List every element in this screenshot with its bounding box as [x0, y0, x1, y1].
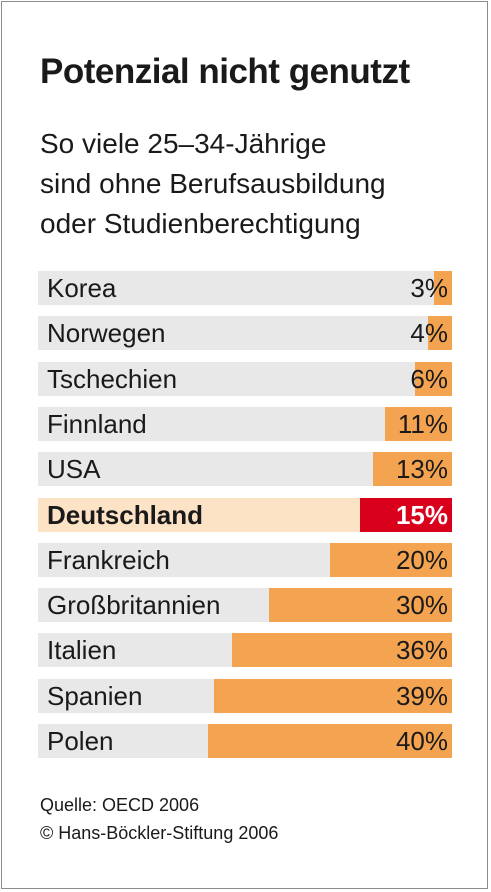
subtitle-line-1: So viele 25–34-Jährige — [40, 128, 327, 159]
copyright-note: © Hans-Böckler-Stiftung 2006 — [40, 823, 279, 843]
category-label: Norwegen — [47, 318, 166, 348]
subtitle-line-2: sind ohne Berufsausbildung — [40, 168, 386, 199]
bar-row-korea: Korea 3% — [38, 271, 452, 305]
chart-title: Potenzial nicht genutzt — [40, 52, 410, 91]
category-label: Polen — [47, 726, 114, 756]
value-label: 15% — [395, 500, 448, 530]
bar-finnland — [385, 407, 452, 441]
bar-tschechien — [415, 362, 452, 396]
subtitle-line-3: oder Studienberechtigung — [40, 208, 361, 239]
category-label: Italien — [47, 635, 117, 665]
value-label: 40% — [395, 726, 448, 756]
value-label: 20% — [395, 545, 448, 575]
value-label: 36% — [395, 635, 448, 665]
bar-frankreich — [330, 543, 452, 577]
bar-usa — [373, 452, 452, 486]
bar-spanien — [214, 679, 452, 713]
value-label: 39% — [395, 681, 448, 711]
category-label: Tschechien — [47, 364, 178, 394]
category-label: Spanien — [47, 681, 143, 711]
category-label: Finnland — [47, 409, 147, 439]
category-label: USA — [47, 454, 101, 484]
bar-row-deutschland: Deutschland 15% — [38, 498, 452, 532]
bar-row-frankreich: Frankreich 20% — [38, 543, 452, 577]
category-label: Frankreich — [47, 545, 170, 575]
value-label: 30% — [395, 590, 448, 620]
source-note: Quelle: OECD 2006 — [40, 795, 200, 815]
value-label: 11% — [397, 409, 448, 439]
bar-track — [38, 316, 452, 350]
bar-track — [38, 407, 452, 441]
bar-row-polen: Polen 40% — [38, 724, 452, 758]
category-label: Korea — [47, 273, 117, 303]
value-label: 3% — [410, 273, 448, 303]
bar-italien — [232, 633, 452, 667]
category-label: Deutschland — [47, 500, 204, 530]
bar-track — [38, 362, 452, 396]
chart-subtitle: So viele 25–34-Jährige sind ohne Berufsa… — [40, 124, 480, 244]
bar-deutschland — [360, 498, 452, 532]
bar-row-tschechien: Tschechien 6% — [38, 362, 452, 396]
bar-row-spanien: Spanien 39% — [38, 679, 452, 713]
bar-norwegen — [428, 316, 452, 350]
bar-polen — [208, 724, 452, 758]
bar-korea — [434, 271, 452, 305]
category-label: Großbritannien — [47, 590, 221, 620]
bar-grossbritannien — [269, 588, 452, 622]
value-label: 13% — [395, 454, 448, 484]
bar-row-finnland: Finnland 11% — [38, 407, 452, 441]
bar-row-usa: USA 13% — [38, 452, 452, 486]
bar-row-grossbritannien: Großbritannien 30% — [38, 588, 452, 622]
bar-row-norwegen: Norwegen 4% — [38, 316, 452, 350]
bar-track — [38, 271, 452, 305]
bar-row-italien: Italien 36% — [38, 633, 452, 667]
value-label: 4% — [410, 318, 448, 348]
value-label: 6% — [410, 364, 448, 394]
